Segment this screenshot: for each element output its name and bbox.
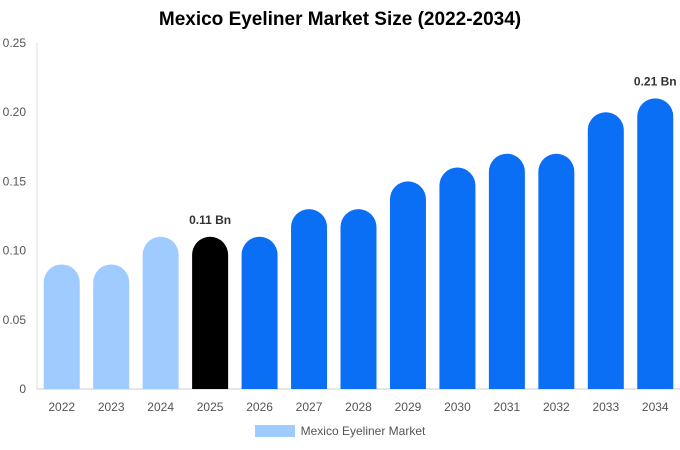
y-tick-label: 0.15 — [3, 174, 27, 188]
x-tick-label: 2022 — [48, 400, 75, 414]
x-tick-label: 2027 — [296, 400, 323, 414]
legend-label: Mexico Eyeliner Market — [300, 424, 426, 438]
bar-2022 — [43, 264, 80, 389]
legend-swatch — [254, 425, 295, 437]
x-tick-label: 2033 — [592, 400, 619, 414]
bar-2034 — [637, 98, 674, 390]
bar-2031 — [488, 153, 525, 389]
bar-2029 — [389, 181, 426, 389]
bar-2027 — [291, 209, 328, 389]
x-tick-label: 2030 — [444, 400, 471, 414]
bar-2023 — [93, 264, 130, 389]
bar-2032 — [538, 153, 575, 389]
x-tick-label: 2029 — [395, 400, 422, 414]
chart-title: Mexico Eyeliner Market Size (2022-2034) — [158, 9, 522, 30]
y-tick-label: 0.25 — [3, 36, 27, 50]
x-tick-label: 2023 — [98, 400, 125, 414]
x-tick-label: 2024 — [147, 400, 174, 414]
bar-2033 — [587, 112, 624, 389]
x-tick-label: 2026 — [246, 400, 273, 414]
bar-2024 — [142, 236, 179, 389]
y-tick-label: 0.20 — [3, 105, 27, 119]
y-tick-label: 0.05 — [3, 313, 27, 327]
bar-2025 — [192, 236, 229, 389]
bar-2026 — [241, 236, 278, 389]
y-tick-label: 0.10 — [3, 244, 27, 258]
x-tick-label: 2034 — [642, 400, 669, 414]
x-tick-label: 2028 — [345, 400, 372, 414]
y-tick-label: 0 — [19, 382, 26, 396]
bar-2030 — [439, 167, 476, 389]
data-label-2025: 0.11 Bn — [189, 213, 231, 227]
bar-2028 — [340, 209, 377, 389]
x-tick-label: 2025 — [197, 400, 224, 414]
data-label-2034: 0.21 Bn — [634, 74, 677, 88]
x-tick-label: 2032 — [543, 400, 570, 414]
x-tick-label: 2031 — [494, 400, 521, 414]
legend[interactable]: Mexico Eyeliner Market — [0, 424, 680, 438]
